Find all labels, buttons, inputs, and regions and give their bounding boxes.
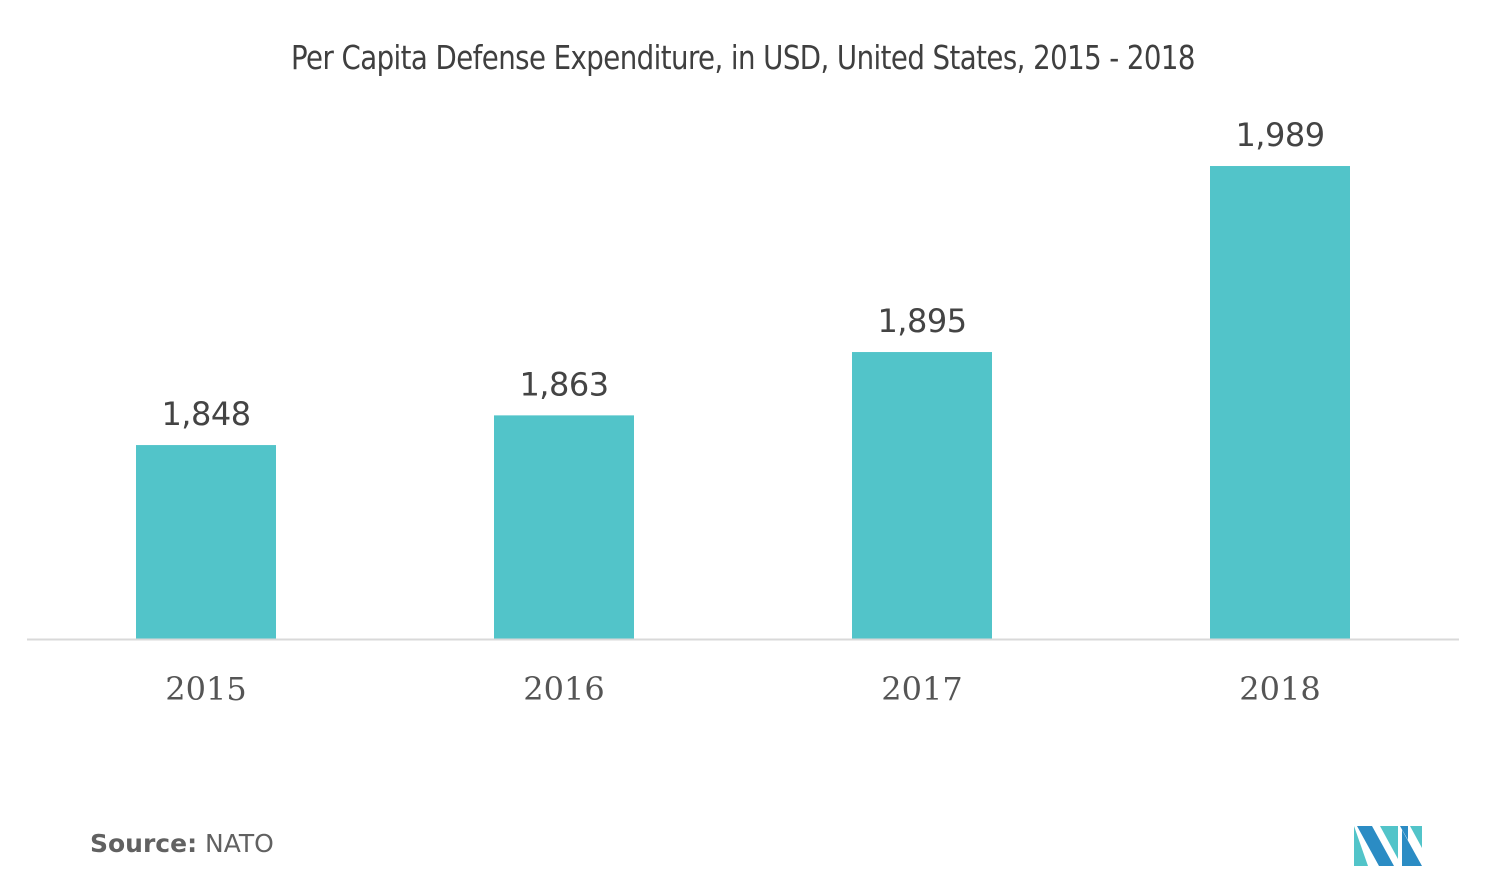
value-labels-group: 1,848 1,863 1,895 1,989 — [161, 116, 1325, 433]
logo-shape-right — [1402, 830, 1422, 866]
logo-shape-left — [1354, 826, 1368, 866]
bar-2018 — [1210, 166, 1350, 640]
chart-title: Per Capita Defense Expenditure, in USD, … — [291, 38, 1195, 77]
logo-shape-diagonal — [1357, 826, 1394, 866]
value-label-2017: 1,895 — [877, 302, 966, 340]
source-value: NATO — [205, 829, 274, 858]
bar-2015 — [136, 445, 276, 639]
logo-shape-right-top — [1400, 826, 1408, 840]
x-tick-label-2017: 2017 — [881, 670, 962, 708]
logo-shape-right-end — [1410, 826, 1422, 848]
logo-shape-mid — [1380, 826, 1398, 859]
bar-2016 — [494, 415, 634, 639]
x-tick-labels-group: 2015 2016 2017 2018 — [165, 670, 1320, 708]
x-tick-label-2015: 2015 — [165, 670, 246, 708]
source-note: Source: NATO — [90, 829, 274, 858]
x-tick-label-2016: 2016 — [523, 670, 604, 708]
bar-2017 — [852, 352, 992, 639]
source-label: Source: — [90, 829, 198, 858]
x-tick-label-2018: 2018 — [1239, 670, 1320, 708]
value-label-2015: 1,848 — [161, 395, 250, 433]
value-label-2016: 1,863 — [519, 365, 608, 403]
mordor-intelligence-logo-icon — [1354, 826, 1422, 866]
value-label-2018: 1,989 — [1235, 116, 1324, 154]
bars-group — [136, 166, 1350, 640]
